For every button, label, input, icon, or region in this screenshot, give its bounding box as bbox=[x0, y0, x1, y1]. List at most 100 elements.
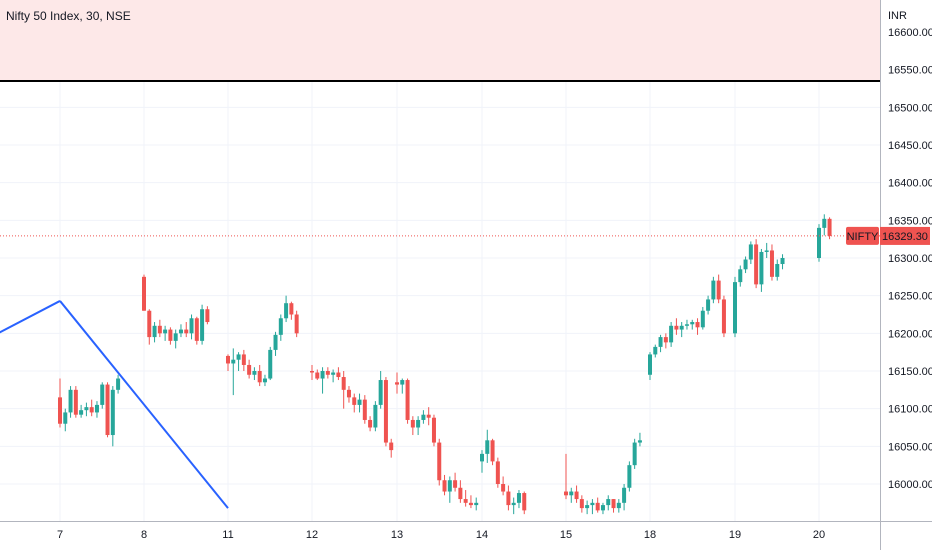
candle-8-0 bbox=[142, 274, 146, 311]
candle-7-6 bbox=[89, 399, 94, 417]
candle-body bbox=[346, 389, 351, 398]
candle-body bbox=[516, 493, 521, 503]
last-price-value: 16329.30 bbox=[882, 231, 928, 243]
candle-body bbox=[716, 280, 721, 300]
candle-body bbox=[368, 419, 373, 428]
candle-body bbox=[325, 371, 330, 375]
candle-body bbox=[622, 487, 627, 503]
candle-12-5 bbox=[336, 367, 341, 381]
candle-body bbox=[231, 359, 236, 364]
candle-body bbox=[637, 440, 642, 443]
candle-body bbox=[194, 318, 199, 341]
candle-body bbox=[262, 378, 267, 383]
price-tick-5: 16350.00 bbox=[888, 215, 932, 227]
candle-body bbox=[738, 269, 743, 283]
candle-body bbox=[310, 371, 314, 373]
candle-body bbox=[721, 299, 726, 334]
candle-15-5 bbox=[590, 499, 595, 515]
candle-12-0 bbox=[310, 364, 314, 381]
candle-12-15 bbox=[389, 438, 394, 458]
candle-7-0 bbox=[58, 378, 62, 428]
candle-body bbox=[400, 380, 405, 385]
candle-8-8 bbox=[184, 322, 189, 338]
candle-body bbox=[501, 484, 506, 492]
candle-20-0 bbox=[817, 224, 821, 262]
candle-13-1 bbox=[400, 378, 405, 394]
candle-12-7 bbox=[346, 386, 351, 403]
candle-11-9 bbox=[273, 331, 278, 356]
time-tick-6: 15 bbox=[560, 529, 572, 541]
candle-body bbox=[754, 244, 759, 285]
candle-11-0 bbox=[226, 354, 230, 371]
candle-13-10 bbox=[447, 476, 452, 503]
candle-14-1 bbox=[485, 429, 490, 463]
candle-12-6 bbox=[341, 371, 346, 409]
candle-11-6 bbox=[257, 364, 262, 387]
candle-body bbox=[58, 397, 62, 424]
candle-body bbox=[73, 389, 78, 415]
resistance-zone bbox=[0, 0, 880, 81]
candle-19-0 bbox=[733, 276, 737, 338]
candle-body bbox=[669, 325, 674, 343]
candle-12-3 bbox=[325, 367, 330, 379]
candle-body bbox=[257, 371, 262, 383]
candle-7-5 bbox=[84, 402, 89, 417]
time-tick-7: 18 bbox=[644, 529, 656, 541]
candle-body bbox=[278, 318, 283, 335]
time-axis-background[interactable] bbox=[0, 521, 932, 550]
candle-body bbox=[336, 372, 341, 378]
candle-body bbox=[658, 337, 663, 347]
symbol-badge-text: NIFTY bbox=[847, 231, 879, 243]
candle-body bbox=[236, 354, 241, 360]
candle-18-2 bbox=[658, 334, 663, 353]
candle-13-3 bbox=[410, 416, 415, 436]
candle-13-4 bbox=[416, 416, 421, 436]
candle-13-9 bbox=[442, 474, 447, 496]
candle-11-12 bbox=[289, 301, 294, 320]
candle-body bbox=[84, 407, 89, 411]
candle-13-15 bbox=[474, 497, 479, 511]
candle-body bbox=[468, 502, 473, 506]
candle-body bbox=[711, 280, 716, 300]
candle-body bbox=[252, 371, 257, 375]
candle-12-11 bbox=[368, 416, 373, 432]
candle-body bbox=[759, 251, 764, 285]
time-tick-3: 12 bbox=[306, 529, 318, 541]
candle-8-11 bbox=[200, 304, 205, 345]
candle-body bbox=[569, 491, 574, 496]
candle-11-13 bbox=[294, 310, 299, 338]
candle-11-1 bbox=[231, 348, 236, 396]
candle-13-2 bbox=[405, 378, 410, 424]
candle-15-1 bbox=[569, 487, 574, 503]
candle-19-9 bbox=[780, 254, 785, 270]
candle-body bbox=[247, 364, 252, 375]
candle-body bbox=[163, 329, 168, 334]
candle-8-4 bbox=[163, 325, 168, 341]
candle-13-0 bbox=[395, 372, 399, 394]
candle-8-9 bbox=[189, 314, 194, 340]
candle-19-3 bbox=[748, 241, 753, 265]
candle-body bbox=[706, 299, 711, 311]
candle-14-7 bbox=[516, 490, 521, 509]
candle-15-2 bbox=[574, 485, 579, 503]
candle-11-10 bbox=[278, 314, 283, 341]
candle-body bbox=[480, 453, 484, 462]
candle-19-2 bbox=[743, 256, 748, 274]
candle-body bbox=[383, 380, 388, 443]
candle-body bbox=[684, 324, 689, 326]
candle-body bbox=[490, 440, 495, 462]
candle-body bbox=[600, 505, 605, 511]
candle-body bbox=[89, 407, 94, 413]
candle-body bbox=[110, 389, 115, 436]
candle-body bbox=[410, 419, 415, 428]
price-axis-background[interactable] bbox=[880, 0, 932, 550]
candle-body bbox=[679, 325, 684, 330]
candle-18-8 bbox=[690, 319, 695, 330]
candle-body bbox=[748, 244, 753, 260]
candle-18-7 bbox=[684, 319, 689, 330]
chart-title: Nifty 50 Index, 30, NSE bbox=[6, 9, 131, 23]
candle-18-10 bbox=[700, 306, 705, 330]
candle-body bbox=[463, 499, 468, 503]
candle-body bbox=[590, 502, 595, 506]
